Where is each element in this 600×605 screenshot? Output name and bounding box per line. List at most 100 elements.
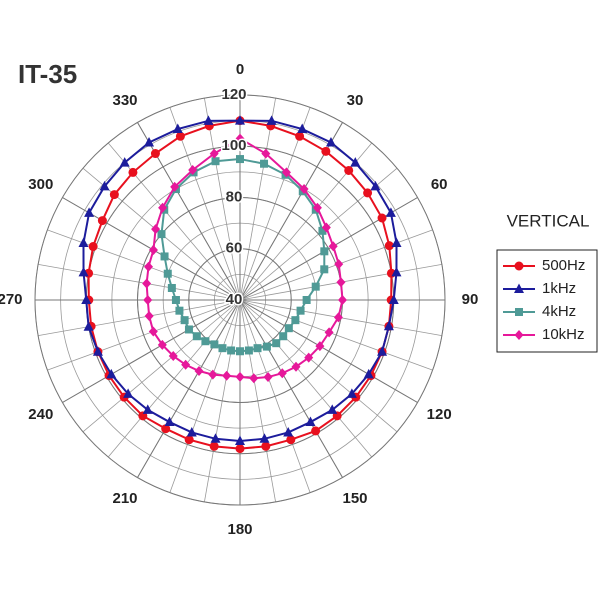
point <box>194 366 204 377</box>
point <box>144 136 155 147</box>
point <box>235 133 245 144</box>
point <box>119 157 130 167</box>
point <box>311 426 321 436</box>
point <box>184 325 193 334</box>
point <box>338 295 347 305</box>
angle-label: 150 <box>342 490 367 507</box>
legend-marker <box>514 330 524 340</box>
point <box>235 115 245 125</box>
point <box>272 339 281 348</box>
point <box>170 181 180 192</box>
legend-label: 1kHz <box>542 280 576 297</box>
point <box>284 324 293 333</box>
point <box>188 164 198 175</box>
point <box>388 294 399 304</box>
point <box>334 259 344 270</box>
point <box>160 252 169 261</box>
point <box>249 373 259 384</box>
legend-marker <box>514 261 524 271</box>
point <box>142 278 152 289</box>
point <box>186 426 197 437</box>
angle-label: 0 <box>236 61 244 78</box>
point <box>211 157 220 166</box>
point <box>109 190 119 200</box>
point <box>344 165 354 175</box>
angle-label: 270 <box>0 291 23 308</box>
point <box>161 424 171 434</box>
point <box>253 344 262 353</box>
legend-marker <box>515 308 523 316</box>
point <box>227 346 236 355</box>
angle-label: 180 <box>227 521 252 538</box>
point <box>363 188 373 198</box>
point <box>168 351 178 362</box>
legend-label: 500Hz <box>542 257 585 274</box>
point <box>318 226 327 235</box>
r-tick-label: 100 <box>221 137 246 154</box>
point <box>304 352 314 363</box>
chart-title: IT-35 <box>18 59 77 89</box>
point <box>312 202 322 213</box>
point <box>235 371 245 382</box>
point <box>148 245 158 256</box>
point <box>143 295 153 305</box>
point <box>123 388 134 398</box>
point <box>296 306 305 315</box>
point <box>157 230 166 239</box>
point <box>259 433 270 443</box>
point <box>350 157 361 167</box>
point <box>321 222 331 233</box>
legend-marker <box>514 283 524 293</box>
point <box>210 433 221 443</box>
point <box>151 224 161 235</box>
point <box>391 266 402 277</box>
r-tick-label: 40 <box>226 291 243 308</box>
angle-label: 120 <box>427 406 452 423</box>
point <box>163 269 172 278</box>
point <box>83 321 94 331</box>
point <box>320 247 329 256</box>
point <box>277 368 287 379</box>
point <box>201 337 210 346</box>
point <box>328 241 338 252</box>
point <box>295 131 305 141</box>
point <box>315 341 325 352</box>
point <box>286 435 296 445</box>
point <box>164 416 175 427</box>
point <box>377 346 388 356</box>
legend-label: 4kHz <box>542 303 576 320</box>
legend-label: 10kHz <box>542 326 585 343</box>
point <box>261 148 271 159</box>
point <box>142 404 153 414</box>
point <box>175 306 184 315</box>
point <box>236 347 244 356</box>
point <box>158 202 168 213</box>
point <box>175 131 185 141</box>
point <box>291 316 300 325</box>
point <box>235 444 245 454</box>
point <box>383 320 394 331</box>
angle-tick <box>239 299 418 403</box>
point <box>370 180 381 191</box>
point <box>262 342 271 351</box>
point <box>106 368 117 379</box>
point <box>299 184 309 195</box>
point <box>150 149 160 159</box>
point <box>84 207 95 217</box>
point <box>320 265 329 274</box>
angle-tick <box>137 299 241 478</box>
point <box>325 136 336 147</box>
angle-label: 300 <box>28 176 53 193</box>
point <box>263 372 273 383</box>
point <box>167 283 176 292</box>
angle-label: 90 <box>462 291 479 308</box>
point <box>260 159 269 168</box>
point <box>283 426 294 437</box>
point <box>311 282 320 291</box>
point <box>97 216 107 226</box>
point <box>333 312 343 323</box>
point <box>305 416 316 427</box>
point <box>336 277 346 288</box>
point <box>281 167 291 178</box>
